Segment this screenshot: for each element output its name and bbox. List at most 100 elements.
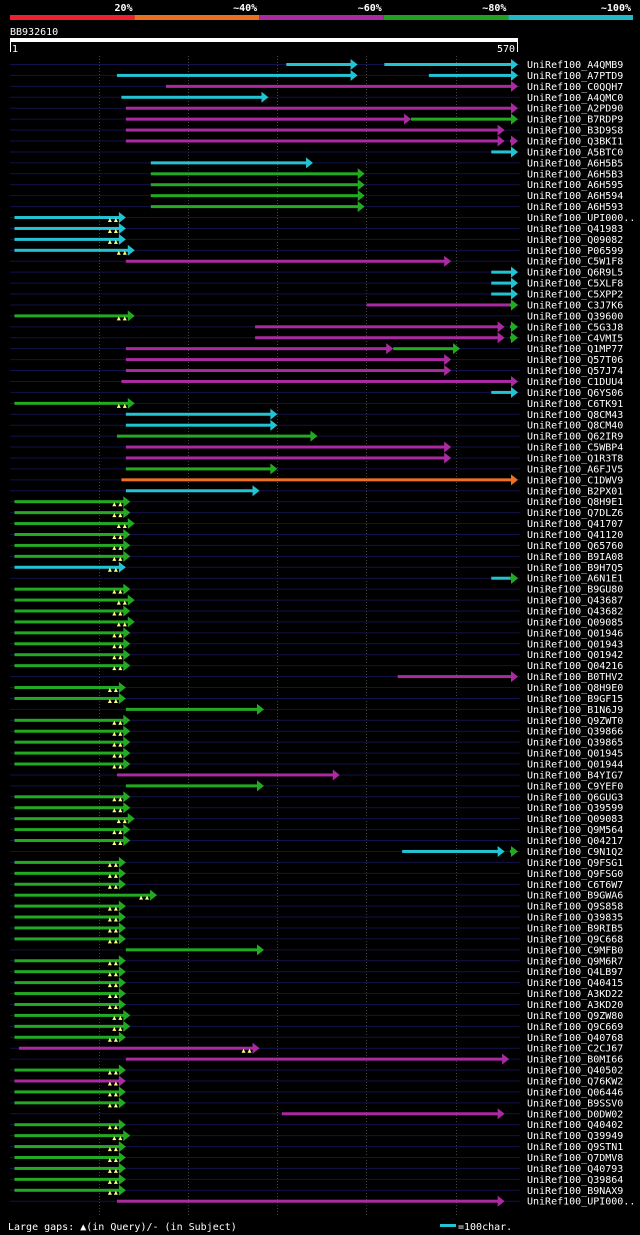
hit-name-label[interactable]: UniRef100_B9GU80 xyxy=(527,585,623,596)
hit-row[interactable]: UniRef100_B9NAX9 xyxy=(10,1184,623,1197)
hit-name-label[interactable]: UniRef100_A6H594 xyxy=(527,191,623,202)
hit-name-label[interactable]: UniRef100_Q01945 xyxy=(527,749,623,760)
hit-row[interactable]: UniRef100_C9MFB0 xyxy=(10,944,623,956)
hit-row[interactable]: UniRef100_A4QMC0 xyxy=(10,91,623,104)
hit-row[interactable]: UniRef100_Q9ZW80 xyxy=(10,1009,623,1022)
hit-name-label[interactable]: UniRef100_B1N6J9 xyxy=(527,705,623,716)
hit-row[interactable]: UniRef100_Q8H9E0 xyxy=(10,682,623,694)
hit-name-label[interactable]: UniRef100_C9YEF0 xyxy=(527,781,623,792)
hit-row[interactable]: UniRef100_C2CJ67 xyxy=(10,1042,623,1055)
hit-name-label[interactable]: UniRef100_Q01944 xyxy=(527,760,623,771)
hit-row[interactable]: UniRef100_Q76KW2 xyxy=(10,1075,623,1087)
hit-row[interactable]: UniRef100_C1DUU4 xyxy=(10,375,623,388)
hit-row[interactable]: UniRef100_Q9STN1 xyxy=(10,1141,623,1153)
hit-name-label[interactable]: UniRef100_B9NAX9 xyxy=(527,1186,623,1197)
hit-name-label[interactable]: UniRef100_Q8H9E0 xyxy=(527,683,623,694)
hit-row[interactable]: UniRef100_B9H7Q5 xyxy=(10,561,623,574)
hit-row[interactable]: UniRef100_Q40768 xyxy=(10,1031,623,1044)
hit-row[interactable]: UniRef100_Q62IR9 xyxy=(10,430,623,443)
hit-row[interactable]: UniRef100_Q40502 xyxy=(10,1064,623,1077)
hit-name-label[interactable]: UniRef100_B9H7Q5 xyxy=(527,563,623,574)
hit-row[interactable]: UniRef100_B9RIB5 xyxy=(10,922,623,934)
hit-name-label[interactable]: UniRef100_Q9ZW80 xyxy=(527,1011,623,1022)
hit-name-label[interactable]: UniRef100_A3KD20 xyxy=(527,1000,623,1011)
hit-row[interactable]: UniRef100_D0DW02 xyxy=(10,1108,623,1120)
hit-name-label[interactable]: UniRef100_C1DUU4 xyxy=(527,377,623,388)
hit-name-label[interactable]: UniRef100_Q9FSG0 xyxy=(527,869,623,880)
hit-row[interactable]: UniRef100_C5XLF8 xyxy=(10,277,623,290)
hit-row[interactable]: UniRef100_Q7DMV8 xyxy=(10,1152,623,1164)
hit-row[interactable]: UniRef100_Q39866 xyxy=(10,725,623,738)
hit-name-label[interactable]: UniRef100_Q09083 xyxy=(527,814,623,825)
hit-name-label[interactable]: UniRef100_D0DW02 xyxy=(527,1109,623,1120)
hit-name-label[interactable]: UniRef100_Q39865 xyxy=(527,738,623,749)
hit-name-label[interactable]: UniRef100_C3J7K6 xyxy=(527,300,623,311)
hit-name-label[interactable]: UniRef100_B9IA08 xyxy=(527,552,623,563)
hit-row[interactable]: UniRef100_A6FJV5 xyxy=(10,463,623,475)
hit-row[interactable]: UniRef100_B2PX01 xyxy=(10,485,623,497)
hit-row[interactable]: UniRef100_Q39835 xyxy=(10,911,623,924)
hit-name-label[interactable]: UniRef100_Q39864 xyxy=(527,1175,623,1186)
hit-row[interactable]: UniRef100_A6H593 xyxy=(10,201,623,213)
hit-name-label[interactable]: UniRef100_Q6R9L5 xyxy=(527,268,623,279)
hit-row[interactable]: UniRef100_A2PD90 xyxy=(10,102,623,115)
hit-row[interactable]: UniRef100_Q41707 xyxy=(10,518,623,530)
hit-name-label[interactable]: UniRef100_C2CJ67 xyxy=(527,1044,623,1055)
hit-name-label[interactable]: UniRef100_A6H5B3 xyxy=(527,169,623,180)
hit-row[interactable]: UniRef100_Q9C668 xyxy=(10,933,623,945)
hit-name-label[interactable]: UniRef100_Q01942 xyxy=(527,650,623,661)
hit-row[interactable]: UniRef100_Q40402 xyxy=(10,1119,623,1131)
hit-name-label[interactable]: UniRef100_Q4LB97 xyxy=(527,967,623,978)
hit-name-label[interactable]: UniRef100_B0THV2 xyxy=(527,672,623,683)
hit-name-label[interactable]: UniRef100_C0QQH7 xyxy=(527,82,623,93)
hit-name-label[interactable]: UniRef100_Q04217 xyxy=(527,836,623,847)
hit-row[interactable]: UniRef100_Q09083 xyxy=(10,813,623,825)
hit-row[interactable]: UniRef100_A7PTD9 xyxy=(10,69,623,82)
hit-row[interactable]: UniRef100_Q39949 xyxy=(10,1130,623,1142)
hit-row[interactable]: UniRef100_Q4LB97 xyxy=(10,966,623,978)
hit-name-label[interactable]: UniRef100_B9RIB5 xyxy=(527,923,623,934)
hit-name-label[interactable]: UniRef100_Q04216 xyxy=(527,661,623,672)
hit-row[interactable]: UniRef100_B9GU80 xyxy=(10,583,623,596)
hit-name-label[interactable]: UniRef100_A4QMC0 xyxy=(527,93,623,104)
hit-row[interactable]: UniRef100_A6H594 xyxy=(10,190,623,202)
hit-name-label[interactable]: UniRef100_Q09082 xyxy=(527,235,623,246)
hit-row[interactable]: UniRef100_A6H595 xyxy=(10,179,623,191)
hit-row[interactable]: UniRef100_A6N1E1 xyxy=(10,572,623,585)
hit-name-label[interactable]: UniRef100_Q40793 xyxy=(527,1164,623,1175)
hit-row[interactable]: UniRef100_UPI000.. xyxy=(10,212,635,224)
hit-row[interactable]: UniRef100_Q39864 xyxy=(10,1173,623,1186)
hit-name-label[interactable]: UniRef100_A6H595 xyxy=(527,180,623,191)
hit-name-label[interactable]: UniRef100_Q8H9E1 xyxy=(527,497,623,508)
hit-name-label[interactable]: UniRef100_Q40768 xyxy=(527,1033,623,1044)
hit-row[interactable]: UniRef100_B4YIG7 xyxy=(10,769,623,781)
hit-row[interactable]: UniRef100_B3D9S8 xyxy=(10,124,623,137)
hit-name-label[interactable]: UniRef100_C6TK91 xyxy=(527,399,623,410)
hit-row[interactable]: UniRef100_C6TK91 xyxy=(10,397,623,410)
hit-row[interactable]: UniRef100_Q9S858 xyxy=(10,900,623,913)
hit-row[interactable]: UniRef100_Q40793 xyxy=(10,1162,623,1175)
hit-row[interactable]: UniRef100_C5XPP2 xyxy=(10,288,623,301)
hit-name-label[interactable]: UniRef100_Q39600 xyxy=(527,311,623,322)
hit-name-label[interactable]: UniRef100_Q01943 xyxy=(527,639,623,650)
hit-row[interactable]: UniRef100_C5G3J8 xyxy=(10,321,623,333)
hit-row[interactable]: UniRef100_Q6YS06 xyxy=(10,386,623,399)
hit-row[interactable]: UniRef100_Q41120 xyxy=(10,528,623,541)
hit-name-label[interactable]: UniRef100_B9GWA6 xyxy=(527,891,623,902)
hit-name-label[interactable]: UniRef100_Q9C668 xyxy=(527,934,623,945)
hit-row[interactable]: UniRef100_A3KD20 xyxy=(10,998,623,1011)
hit-name-label[interactable]: UniRef100_Q8CM43 xyxy=(527,410,623,421)
hit-name-label[interactable]: UniRef100_Q1MP77 xyxy=(527,344,623,355)
hit-name-label[interactable]: UniRef100_Q9M6R7 xyxy=(527,956,623,967)
hit-row[interactable]: UniRef100_UPI000.. xyxy=(10,1195,635,1208)
hit-row[interactable]: UniRef100_A4QMB9 xyxy=(10,59,623,71)
hit-name-label[interactable]: UniRef100_A6H5B5 xyxy=(527,158,623,169)
hit-name-label[interactable]: UniRef100_B3D9S8 xyxy=(527,126,623,137)
hit-name-label[interactable]: UniRef100_C5WBP4 xyxy=(527,443,623,454)
hit-row[interactable]: UniRef100_Q8CM40 xyxy=(10,419,623,432)
hit-row[interactable]: UniRef100_Q04216 xyxy=(10,660,623,672)
hit-name-label[interactable]: UniRef100_Q41707 xyxy=(527,519,623,530)
hit-row[interactable]: UniRef100_C9N1Q2 xyxy=(10,845,623,858)
hit-name-label[interactable]: UniRef100_B9SSV0 xyxy=(527,1098,623,1109)
hit-row[interactable]: UniRef100_Q04217 xyxy=(10,835,623,847)
